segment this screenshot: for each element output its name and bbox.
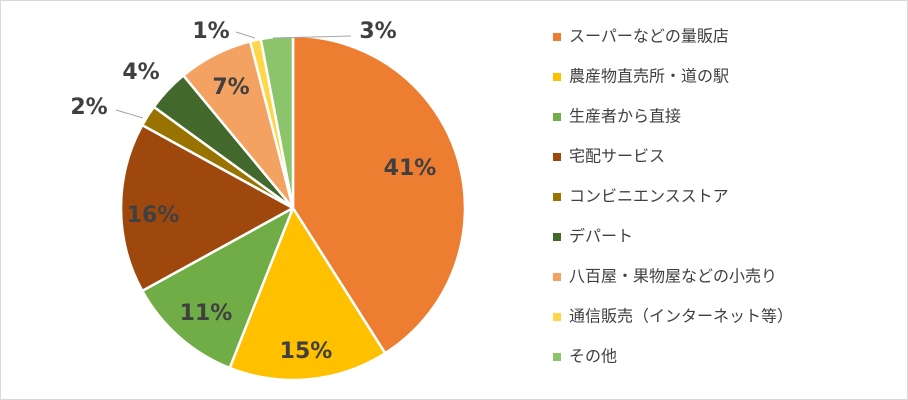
legend-swatch (553, 73, 561, 81)
leader-line (272, 35, 352, 39)
data-label: 3% (359, 19, 396, 44)
data-labels: 41% 15% 11% 16% 2% 4% 7% 1% 3% (70, 19, 436, 364)
data-label: 1% (192, 19, 229, 44)
legend-label: 生産者から直接 (569, 107, 681, 126)
legend-label: 八百屋・果物屋などの小売り (569, 267, 777, 286)
legend-item: コンビニエンスストア (553, 187, 729, 206)
legend-swatch (553, 193, 561, 201)
data-label: 7% (212, 75, 249, 100)
legend-swatch (553, 353, 561, 361)
legend-item: スーパーなどの量販店 (553, 27, 729, 46)
legend-label: スーパーなどの量販店 (569, 27, 729, 46)
data-label: 11% (180, 301, 233, 326)
legend-swatch (553, 313, 561, 321)
leader-line (115, 109, 144, 119)
legend-label: コンビニエンスストア (569, 187, 729, 206)
legend-swatch (553, 273, 561, 281)
legend-item: 生産者から直接 (553, 107, 681, 126)
legend: スーパーなどの量販店農産物直売所・道の駅生産者から直接宅配サービスコンビニエンス… (553, 27, 793, 366)
legend-item: 八百屋・果物屋などの小売り (553, 267, 777, 286)
legend-swatch (553, 153, 561, 161)
legend-label: 通信販売（インターネット等） (569, 307, 793, 326)
data-label: 41% (384, 156, 437, 181)
legend-swatch (553, 233, 561, 241)
legend-item: デパート (553, 227, 633, 246)
pie-slice (141, 206, 295, 370)
leader-lines (115, 31, 352, 119)
data-label: 4% (122, 60, 159, 85)
data-label: 15% (280, 339, 333, 364)
legend-label: 宅配サービス (569, 147, 665, 166)
legend-item: 宅配サービス (553, 147, 665, 166)
pie-slice (259, 34, 295, 210)
legend-label: デパート (569, 227, 633, 246)
data-label: 16% (127, 203, 180, 228)
legend-label: 農産物直売所・道の駅 (569, 67, 729, 86)
leader-line (235, 31, 256, 39)
legend-item: 農産物直売所・道の駅 (553, 67, 729, 86)
legend-item: 通信販売（インターネット等） (553, 307, 793, 326)
legend-label: その他 (569, 347, 617, 366)
pie-slice (228, 206, 387, 382)
legend-swatch (553, 33, 561, 41)
legend-item: その他 (553, 347, 617, 366)
legend-swatch (553, 113, 561, 121)
pie-slices (119, 34, 467, 382)
data-label: 2% (70, 95, 107, 120)
pie-slice (119, 123, 295, 293)
